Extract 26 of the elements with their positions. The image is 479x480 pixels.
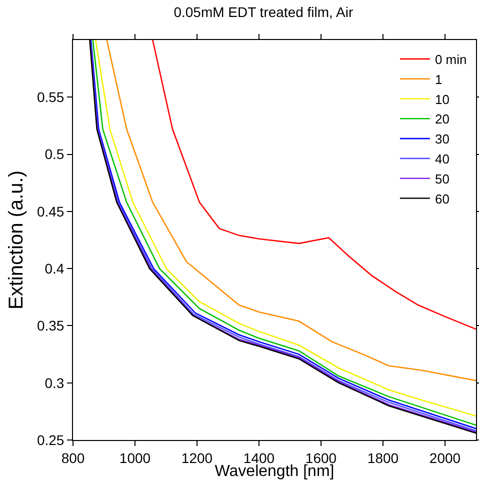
legend-label: 30: [434, 132, 450, 147]
y-tick-label: 0.35: [36, 318, 64, 334]
x-tick-label: 1800: [367, 450, 399, 466]
y-tick-label: 0.45: [36, 203, 64, 220]
y-axis-title: Extinction (a.u.): [5, 170, 28, 310]
chart-title: 0.05mM EDT treated film, Air: [174, 4, 354, 20]
line-series: [152, 40, 476, 330]
y-tick-label: 0.55: [36, 89, 64, 106]
x-tick-label: 1400: [243, 450, 275, 466]
x-tick-label: 1200: [181, 450, 213, 466]
legend-label: 1: [434, 72, 442, 87]
x-tick-label: 800: [61, 450, 85, 466]
legend-label: 50: [434, 171, 450, 186]
x-axis-title: Wavelength [nm]: [214, 463, 334, 480]
legend-label: 0 min: [434, 52, 467, 68]
x-tick-label: 1600: [305, 450, 337, 466]
legend-label: 60: [434, 191, 450, 206]
y-tick-label: 0.5: [44, 146, 64, 162]
y-tick-label: 0.3: [44, 374, 64, 391]
y-tick-label: 0.25: [36, 432, 64, 448]
y-tick-label: 0.4: [44, 260, 64, 276]
legend-label: 20: [434, 112, 450, 127]
legend-label: 40: [434, 152, 450, 167]
legend-label: 10: [434, 92, 450, 107]
x-tick-label: 2000: [429, 450, 461, 466]
x-tick-label: 1000: [119, 450, 151, 466]
